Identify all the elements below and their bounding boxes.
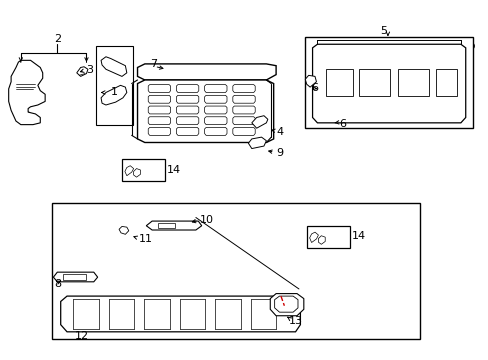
Polygon shape [232, 95, 255, 103]
Circle shape [30, 94, 40, 102]
Text: 6: 6 [311, 83, 318, 93]
Bar [325, 69, 352, 96]
Circle shape [462, 55, 472, 62]
Text: 13: 13 [288, 316, 303, 326]
Text: 5: 5 [380, 26, 387, 36]
Polygon shape [232, 117, 255, 125]
Polygon shape [148, 95, 170, 103]
Polygon shape [232, 85, 255, 93]
Polygon shape [251, 116, 267, 128]
Polygon shape [61, 296, 300, 332]
Polygon shape [232, 127, 255, 135]
Polygon shape [146, 221, 201, 230]
Polygon shape [137, 80, 273, 143]
Text: 11: 11 [138, 234, 152, 244]
Polygon shape [305, 75, 316, 87]
Polygon shape [148, 106, 170, 114]
Polygon shape [204, 85, 226, 93]
Text: 10: 10 [200, 215, 213, 225]
Polygon shape [9, 60, 45, 125]
Polygon shape [318, 236, 325, 244]
Bar [305, 37, 472, 128]
Polygon shape [148, 117, 170, 125]
Polygon shape [176, 127, 199, 135]
Polygon shape [176, 106, 199, 114]
Polygon shape [270, 294, 303, 316]
Bar [63, 274, 86, 280]
Text: 8: 8 [54, 279, 61, 289]
Polygon shape [101, 85, 126, 105]
Polygon shape [176, 85, 199, 93]
Text: 6: 6 [339, 118, 346, 129]
Polygon shape [148, 85, 170, 93]
Polygon shape [133, 168, 140, 177]
Text: 4: 4 [276, 127, 283, 137]
Polygon shape [274, 296, 297, 312]
Text: 14: 14 [351, 231, 365, 242]
Polygon shape [204, 117, 226, 125]
Polygon shape [148, 127, 170, 135]
Polygon shape [248, 137, 266, 149]
Polygon shape [124, 166, 133, 176]
Polygon shape [101, 57, 126, 76]
Text: 1: 1 [111, 87, 118, 98]
Bar [397, 69, 428, 96]
Polygon shape [119, 226, 128, 234]
Polygon shape [53, 272, 98, 282]
Text: 14: 14 [166, 165, 181, 175]
Bar [96, 46, 132, 125]
Bar [358, 69, 389, 96]
Text: 12: 12 [75, 331, 89, 341]
Circle shape [20, 111, 31, 120]
Polygon shape [312, 44, 465, 123]
Bar [158, 223, 175, 228]
Bar [435, 69, 457, 96]
Polygon shape [204, 106, 226, 114]
Polygon shape [309, 232, 318, 243]
Text: 2: 2 [54, 34, 61, 44]
Bar [122, 159, 164, 181]
Text: 3: 3 [86, 65, 93, 75]
Text: 7: 7 [149, 59, 157, 69]
Circle shape [459, 97, 470, 106]
Polygon shape [176, 95, 199, 103]
Circle shape [325, 118, 335, 126]
Polygon shape [232, 106, 255, 114]
Bar [306, 226, 349, 248]
Circle shape [461, 41, 473, 51]
Polygon shape [77, 67, 88, 76]
Polygon shape [137, 64, 276, 80]
Bar [52, 203, 419, 339]
Polygon shape [204, 127, 226, 135]
Polygon shape [176, 117, 199, 125]
Text: 9: 9 [276, 148, 283, 158]
Polygon shape [204, 95, 226, 103]
